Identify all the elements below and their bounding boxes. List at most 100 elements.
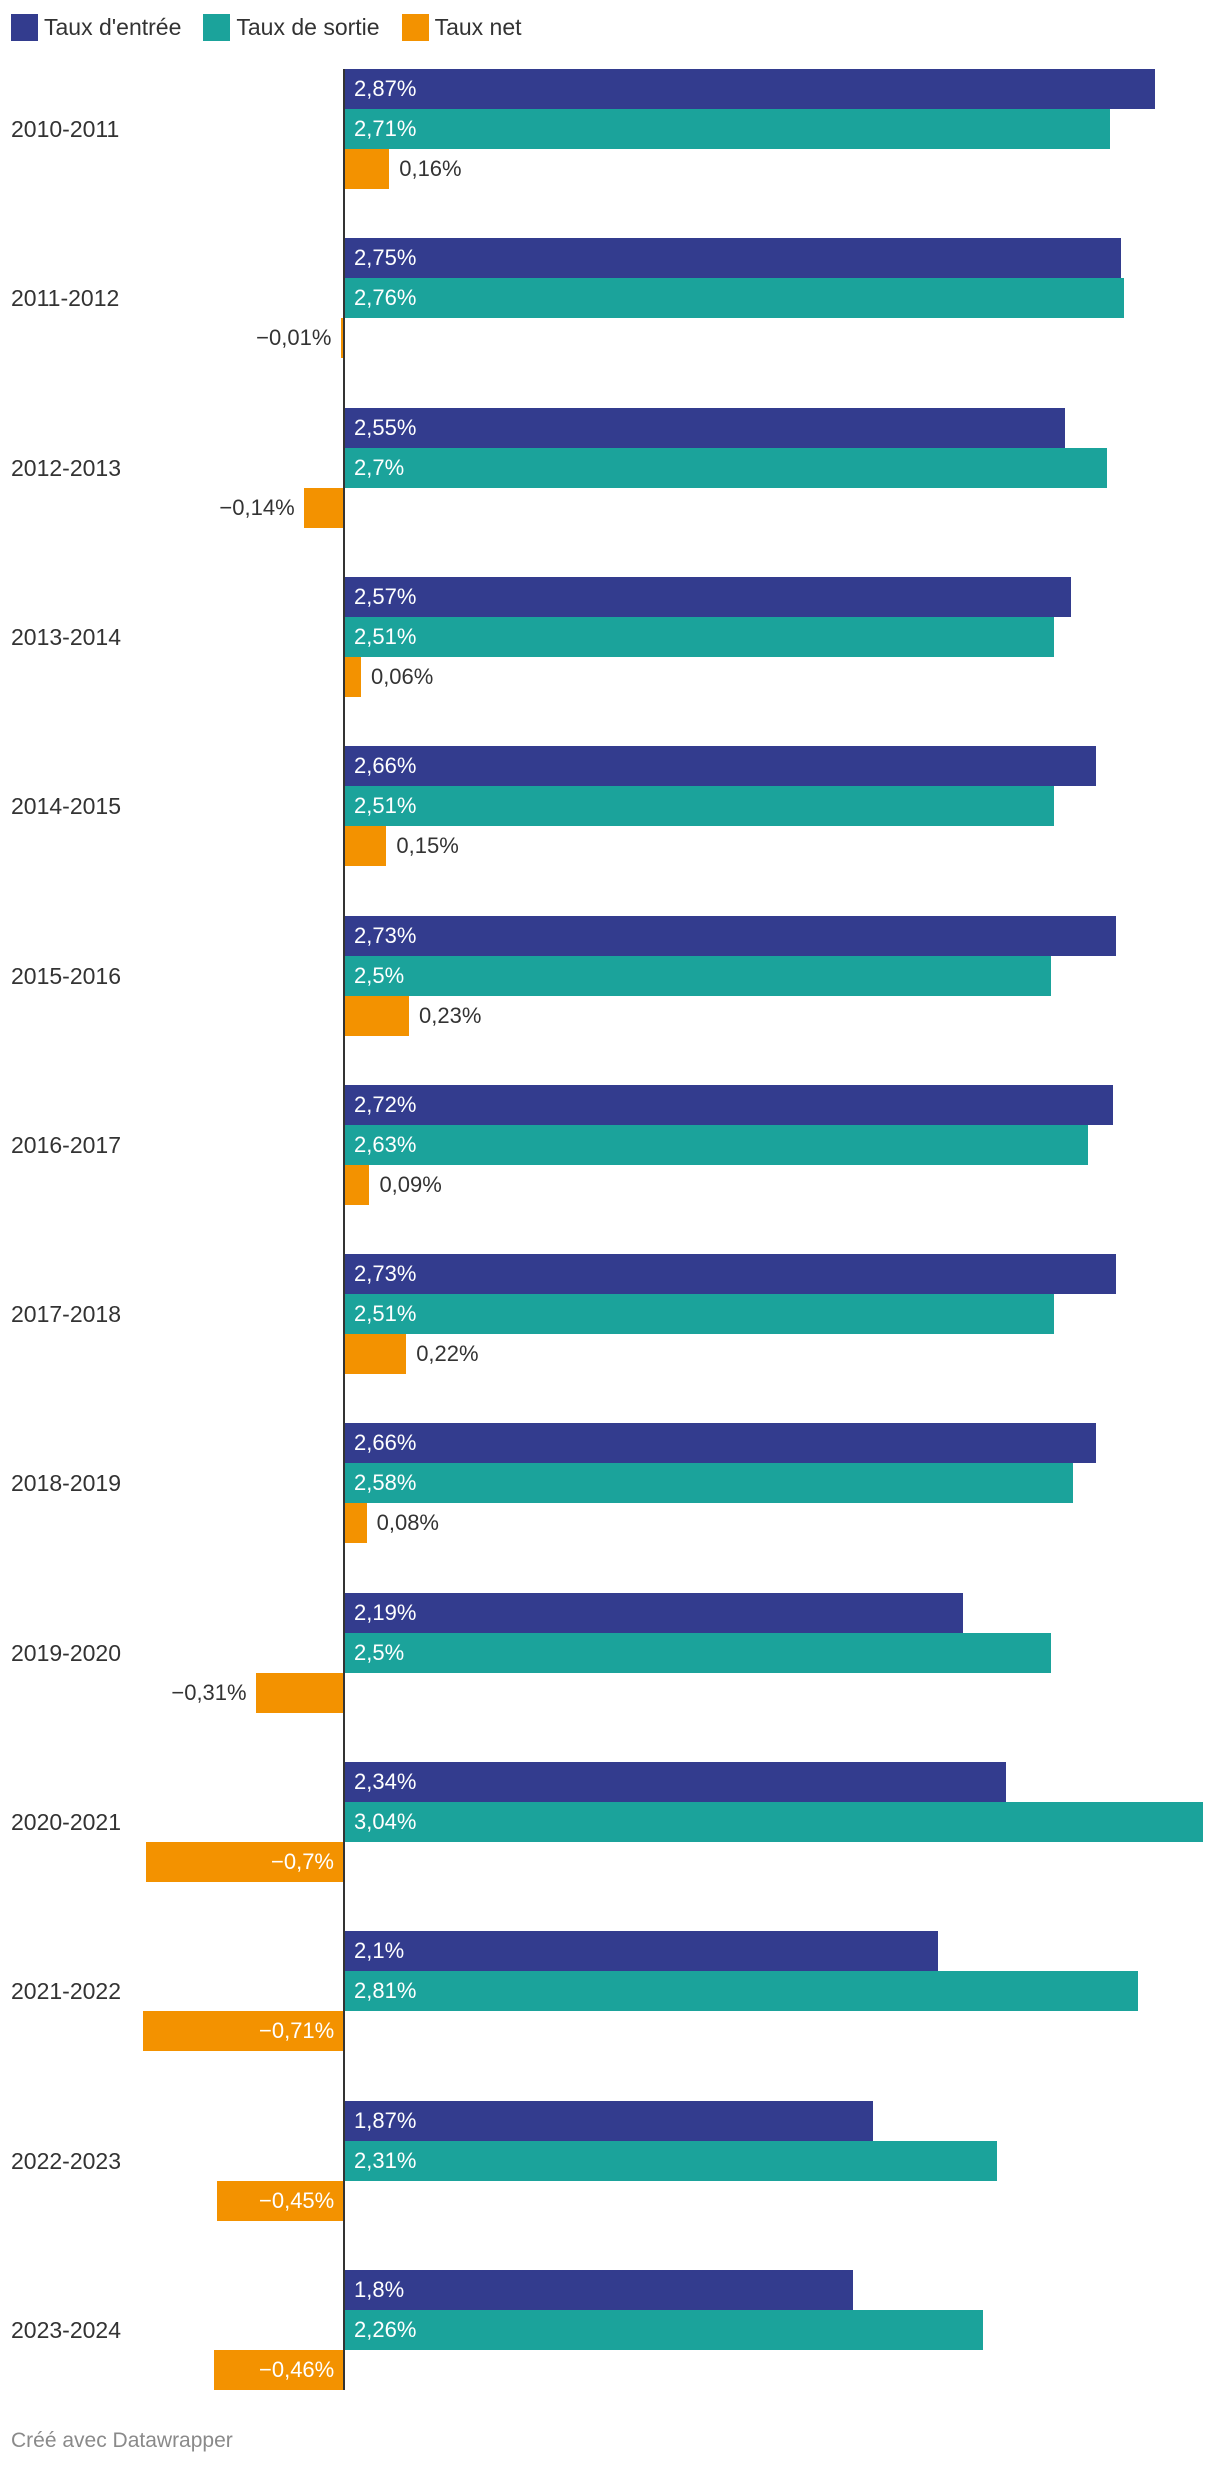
bar-taux-entree bbox=[344, 1931, 938, 1972]
value-label-taux-entree: 2,72% bbox=[354, 1091, 417, 1117]
category-label: 2010-2011 bbox=[11, 116, 120, 142]
legend-item-taux-entree: Taux d'entrée bbox=[11, 13, 181, 41]
value-label-taux-net: 0,23% bbox=[419, 1002, 482, 1028]
legend-swatch-taux-sortie bbox=[203, 13, 231, 41]
bar-taux-net bbox=[344, 656, 361, 697]
bar-taux-entree bbox=[344, 238, 1122, 279]
value-label-taux-entree: 2,57% bbox=[354, 583, 417, 609]
value-label-taux-entree: 2,73% bbox=[354, 1261, 417, 1287]
bar-taux-entree bbox=[344, 1762, 1006, 1802]
value-label-taux-net: 0,16% bbox=[399, 156, 462, 181]
bar-taux-net bbox=[256, 1672, 344, 1713]
value-label-taux-entree: 2,66% bbox=[354, 753, 417, 779]
bar-taux-net bbox=[216, 2180, 344, 2221]
bar-taux-net bbox=[344, 1503, 367, 1544]
legend-label-taux-sortie: Taux de sortie bbox=[236, 14, 380, 40]
category-label: 2014-2015 bbox=[11, 793, 121, 820]
value-label-taux-sortie: 2,31% bbox=[354, 2147, 417, 2173]
value-label-taux-sortie: 2,76% bbox=[354, 285, 417, 311]
bar-taux-sortie bbox=[344, 447, 1108, 488]
legend-label-taux-net: Taux net bbox=[434, 14, 522, 40]
value-label-taux-net: −0,01% bbox=[256, 325, 332, 351]
bar-taux-entree bbox=[344, 1254, 1116, 1295]
value-label-taux-entree: 2,73% bbox=[354, 922, 417, 948]
value-label-taux-sortie: 2,26% bbox=[354, 2316, 417, 2342]
value-label-taux-net: 0,08% bbox=[376, 1510, 439, 1536]
value-label-taux-entree: 2,55% bbox=[354, 414, 417, 440]
category-label: 2019-2020 bbox=[11, 1639, 121, 1666]
value-label-taux-sortie: 2,58% bbox=[354, 1470, 417, 1496]
bar-taux-net bbox=[344, 826, 387, 867]
bar-taux-entree bbox=[344, 915, 1116, 956]
value-label-taux-net: −0,71% bbox=[259, 2018, 335, 2044]
bar-taux-sortie bbox=[344, 1463, 1074, 1504]
category-label: 2016-2017 bbox=[11, 1131, 121, 1158]
value-label-taux-sortie: 2,81% bbox=[354, 1978, 417, 2004]
bar-taux-sortie bbox=[344, 955, 1051, 996]
legend-item-taux-net: Taux net bbox=[401, 13, 522, 41]
value-label-taux-sortie: 2,5% bbox=[354, 962, 405, 988]
footer-credit: Créé avec Datawrapper bbox=[11, 2429, 233, 2452]
legend-label-taux-entree: Taux d'entrée bbox=[44, 14, 182, 40]
bar-taux-sortie bbox=[344, 1294, 1054, 1335]
category-label: 2023-2024 bbox=[11, 2316, 121, 2343]
bar-taux-sortie bbox=[344, 2140, 998, 2181]
bar-taux-sortie bbox=[344, 278, 1125, 319]
category-label: 2012-2013 bbox=[11, 454, 121, 481]
category-label: 2015-2016 bbox=[11, 962, 121, 989]
bar-taux-entree bbox=[344, 407, 1065, 448]
value-label-taux-net: 0,06% bbox=[370, 663, 434, 689]
legend-swatch-taux-entree bbox=[11, 13, 38, 41]
value-label-taux-sortie: 2,51% bbox=[354, 793, 417, 819]
value-label-taux-sortie: 2,51% bbox=[354, 623, 417, 649]
value-label-taux-net: −0,7% bbox=[271, 1849, 334, 1874]
value-label-taux-entree: 2,34% bbox=[354, 1769, 417, 1794]
category-label: 2018-2019 bbox=[11, 1470, 121, 1497]
bar-taux-net bbox=[344, 995, 410, 1036]
bar-taux-sortie bbox=[344, 2309, 983, 2350]
category-label: 2013-2014 bbox=[11, 623, 121, 650]
category-label: 2020-2021 bbox=[11, 1809, 121, 1835]
category-label: 2017-2018 bbox=[11, 1301, 121, 1328]
value-label-taux-entree: 2,75% bbox=[354, 245, 417, 271]
bar-taux-net bbox=[344, 149, 390, 189]
value-label-taux-entree: 2,19% bbox=[354, 1599, 417, 1625]
value-label-taux-net: −0,45% bbox=[259, 2187, 335, 2213]
bar-taux-entree bbox=[344, 2269, 853, 2310]
value-label-taux-sortie: 2,7% bbox=[354, 454, 405, 480]
bar-taux-sortie bbox=[344, 109, 1111, 149]
legend-item-taux-sortie: Taux de sortie bbox=[203, 13, 380, 41]
value-label-taux-net: −0,31% bbox=[171, 1679, 247, 1705]
bar-taux-entree bbox=[344, 1423, 1096, 1464]
bar-taux-sortie bbox=[344, 786, 1054, 827]
value-label-taux-sortie: 3,04% bbox=[354, 1809, 417, 1834]
value-label-taux-sortie: 2,5% bbox=[354, 1639, 405, 1665]
value-label-taux-entree: 1,8% bbox=[354, 2276, 405, 2302]
bar-taux-sortie bbox=[344, 616, 1054, 657]
bar-taux-net bbox=[341, 318, 344, 359]
bar-taux-net bbox=[213, 2349, 344, 2390]
bar-taux-sortie bbox=[344, 1971, 1139, 2012]
bar-taux-net bbox=[304, 487, 344, 528]
value-label-taux-net: 0,09% bbox=[379, 1171, 442, 1197]
bar-taux-sortie bbox=[344, 1802, 1204, 1842]
value-label-taux-sortie: 2,51% bbox=[354, 1301, 417, 1327]
value-label-taux-net: −0,14% bbox=[219, 494, 295, 520]
zero-axis-line bbox=[343, 69, 345, 2390]
bar-taux-entree bbox=[344, 2100, 873, 2141]
bar-taux-net bbox=[143, 2011, 344, 2052]
category-label: 2021-2022 bbox=[11, 1978, 121, 2005]
bar-taux-net bbox=[344, 1164, 370, 1205]
value-label-taux-sortie: 2,63% bbox=[354, 1131, 417, 1157]
bar-taux-sortie bbox=[344, 1124, 1088, 1165]
value-label-taux-net: 0,15% bbox=[396, 833, 459, 859]
chart-legend: Taux d'entrée Taux de sortie Taux net bbox=[11, 13, 544, 41]
bar-taux-entree bbox=[344, 69, 1156, 109]
bar-taux-entree bbox=[344, 576, 1071, 617]
category-label: 2011-2012 bbox=[11, 285, 120, 312]
bar-taux-net bbox=[146, 1842, 344, 1882]
value-label-taux-sortie: 2,71% bbox=[354, 116, 417, 141]
bar-taux-entree bbox=[344, 746, 1096, 787]
bar-taux-net bbox=[344, 1334, 407, 1375]
